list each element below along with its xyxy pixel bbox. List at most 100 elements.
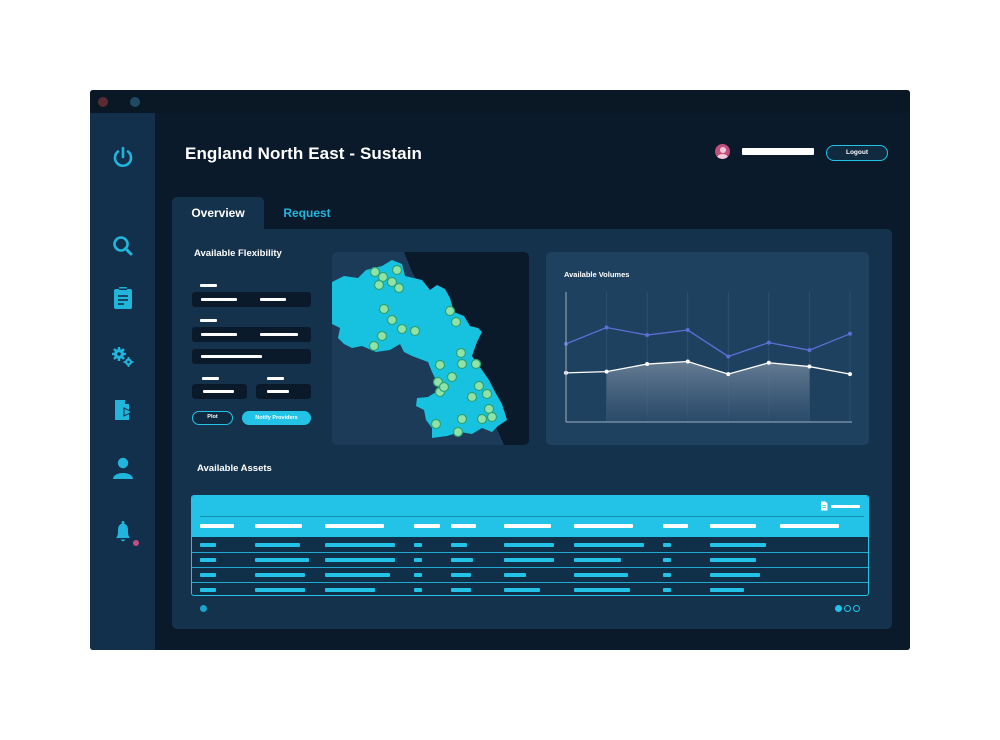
site-marker	[481, 388, 493, 400]
plot-button[interactable]: Plot	[192, 411, 233, 425]
assets-table	[191, 495, 869, 596]
search-icon[interactable]	[110, 233, 136, 259]
column-header[interactable]	[200, 524, 234, 528]
clipboard-icon[interactable]	[110, 285, 136, 311]
site-marker	[369, 266, 381, 278]
notification-badge	[133, 540, 139, 546]
table-row[interactable]	[192, 582, 868, 595]
column-header[interactable]	[414, 524, 440, 528]
export-label	[831, 505, 860, 508]
chart-points	[564, 325, 852, 377]
column-header[interactable]	[504, 524, 551, 528]
site-marker	[376, 330, 388, 342]
data-point	[645, 333, 650, 338]
column-header[interactable]	[451, 524, 476, 528]
data-point	[807, 364, 812, 369]
form-field[interactable]	[192, 384, 247, 399]
table-row[interactable]	[192, 537, 868, 552]
window-close-button[interactable]	[98, 97, 108, 107]
site-marker	[368, 340, 380, 352]
site-marker	[452, 426, 464, 438]
site-marker	[486, 411, 498, 423]
site-marker	[456, 413, 468, 425]
field-label	[267, 377, 284, 380]
site-marker	[476, 413, 488, 425]
field-value	[201, 298, 237, 301]
table-row[interactable]	[192, 567, 868, 582]
field-label	[200, 284, 217, 287]
window-minimize-button[interactable]	[130, 97, 140, 107]
power-icon[interactable]	[110, 144, 136, 170]
assets-title: Available Assets	[197, 463, 272, 474]
logout-button[interactable]: Logout	[826, 145, 888, 161]
site-markers	[368, 264, 498, 438]
site-marker	[466, 391, 478, 403]
form-field[interactable]	[192, 349, 311, 364]
site-marker	[409, 325, 421, 337]
data-point	[645, 362, 650, 367]
app-window: England North East - Sustain Logout Over…	[90, 90, 910, 650]
site-marker	[455, 347, 467, 359]
map-graphic	[332, 252, 529, 445]
site-marker	[373, 279, 385, 291]
table-row[interactable]	[192, 552, 868, 567]
user-icon[interactable]	[110, 455, 136, 481]
column-header[interactable]	[780, 524, 839, 528]
header-divider	[200, 516, 864, 517]
page-dot-2[interactable]	[844, 605, 851, 612]
document-arrow-icon[interactable]	[110, 397, 136, 423]
data-point	[604, 369, 609, 374]
notify-providers-button[interactable]: Notify Providers	[242, 411, 311, 425]
site-marker	[434, 359, 446, 371]
data-point	[685, 328, 690, 333]
form-field[interactable]	[192, 292, 311, 307]
site-marker	[377, 271, 389, 283]
bell-icon[interactable]	[110, 519, 139, 546]
series-line-1	[565, 326, 851, 358]
sidebar	[90, 113, 155, 650]
page-dot-3[interactable]	[853, 605, 860, 612]
site-marker	[378, 303, 390, 315]
site-marker	[450, 316, 462, 328]
column-header[interactable]	[574, 524, 633, 528]
field-value	[203, 390, 234, 393]
page-dot-1[interactable]	[835, 605, 842, 612]
title-bar	[90, 90, 910, 113]
site-marker	[444, 305, 456, 317]
chart-title: Available Volumes	[564, 270, 630, 279]
region-map[interactable]	[332, 252, 529, 445]
column-header[interactable]	[255, 524, 302, 528]
chart-axes	[565, 292, 852, 423]
site-marker	[438, 381, 450, 393]
data-point	[685, 359, 690, 364]
series-area	[606, 361, 810, 422]
gears-icon[interactable]	[110, 344, 136, 370]
data-point	[848, 331, 852, 336]
site-marker	[473, 380, 485, 392]
form-field[interactable]	[192, 327, 311, 342]
overview-panel: Available Flexibility	[172, 229, 892, 629]
export-button[interactable]	[819, 501, 864, 511]
site-marker	[393, 282, 405, 294]
tab-overview[interactable]: Overview	[172, 197, 264, 231]
column-header[interactable]	[710, 524, 756, 528]
field-value	[260, 333, 298, 336]
field-value	[267, 390, 289, 393]
site-marker	[396, 323, 408, 335]
site-marker	[456, 358, 468, 370]
document-icon	[821, 501, 828, 511]
site-marker	[446, 371, 458, 383]
tab-request[interactable]: Request	[283, 206, 331, 220]
form-field[interactable]	[256, 384, 311, 399]
data-point	[604, 325, 609, 330]
chart-lines	[565, 326, 851, 375]
data-point	[726, 354, 731, 359]
region-landmass	[332, 260, 507, 438]
column-header[interactable]	[663, 524, 688, 528]
data-point	[766, 340, 771, 345]
column-header[interactable]	[325, 524, 384, 528]
page-title: England North East - Sustain	[185, 144, 423, 163]
scroll-indicator	[200, 605, 207, 612]
site-marker	[386, 276, 398, 288]
avatar-icon[interactable]	[715, 144, 730, 159]
